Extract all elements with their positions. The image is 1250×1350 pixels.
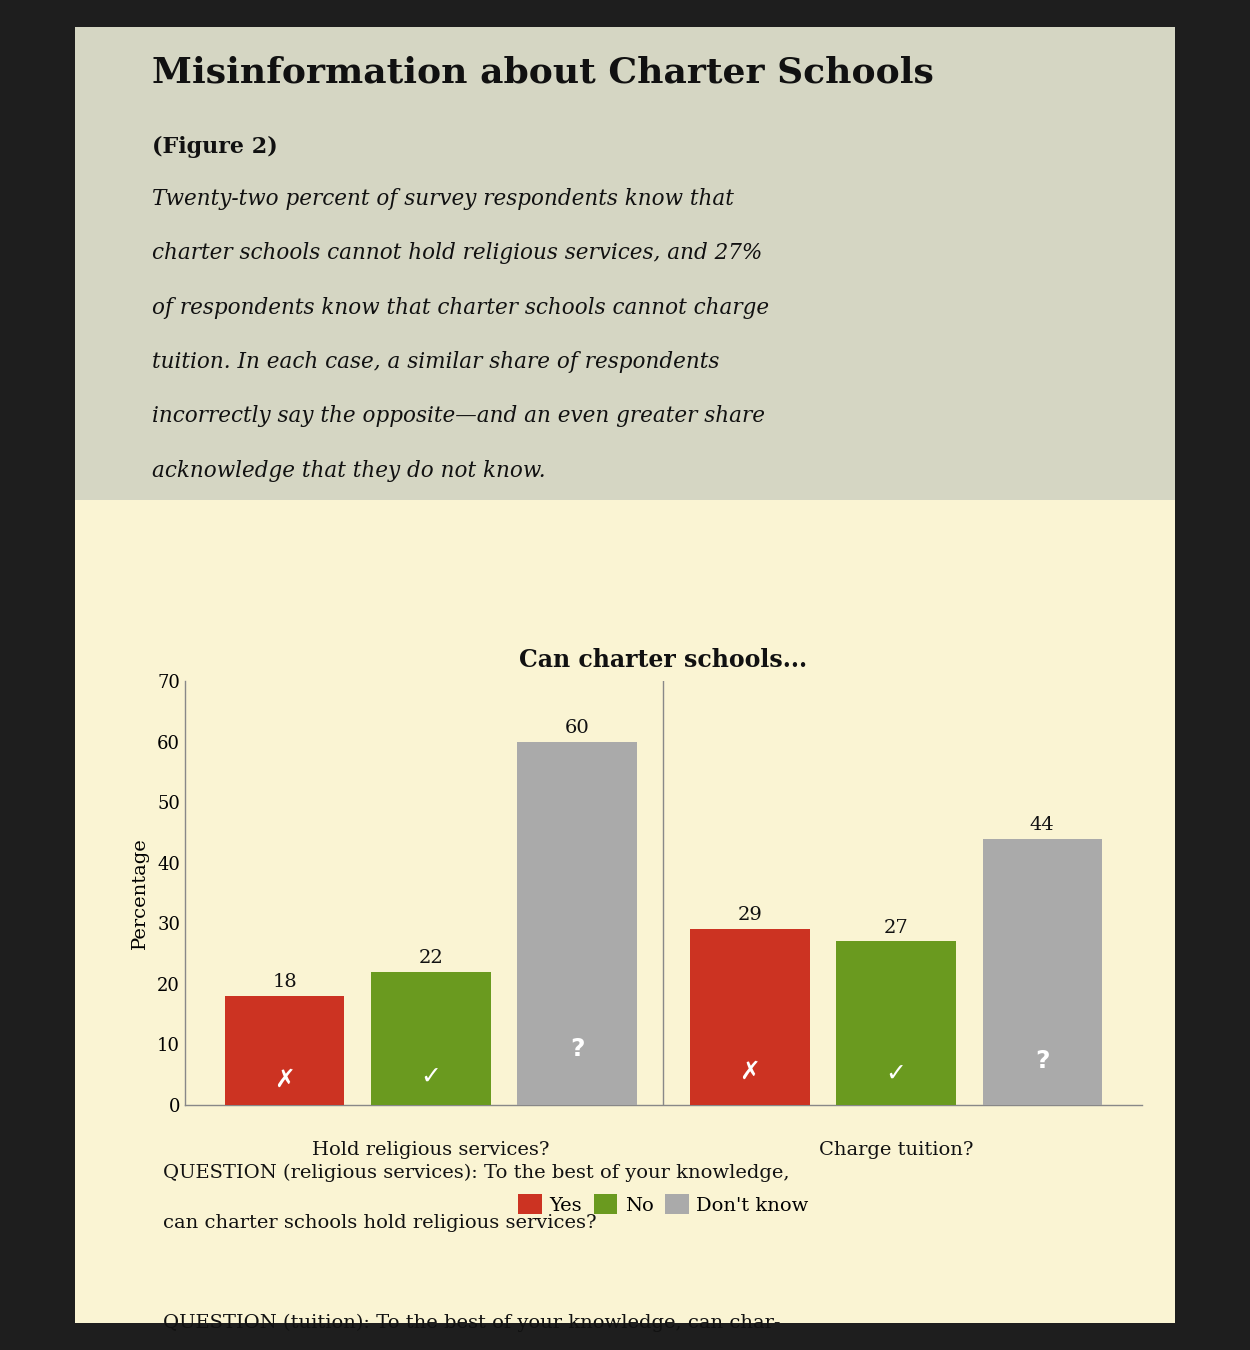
Text: Misinformation about Charter Schools: Misinformation about Charter Schools [152,55,934,89]
Text: ?: ? [1035,1049,1050,1073]
Text: Hold religious services?: Hold religious services? [312,1141,550,1160]
Text: 22: 22 [419,949,444,967]
FancyBboxPatch shape [75,500,1175,1323]
Text: 27: 27 [884,918,909,937]
Text: QUESTION (religious services): To the best of your knowledge,: QUESTION (religious services): To the be… [162,1164,790,1181]
Text: 44: 44 [1030,815,1055,834]
Text: Twenty-two percent of survey respondents know that: Twenty-two percent of survey respondents… [152,188,734,209]
Text: ✓: ✓ [420,1065,441,1089]
Bar [371,972,491,1104]
Text: acknowledge that they do not know.: acknowledge that they do not know. [152,460,545,482]
Bar [518,741,638,1104]
Text: Charge tuition?: Charge tuition? [819,1141,974,1160]
Text: 60: 60 [565,718,590,737]
Text: 29: 29 [738,906,762,925]
Bar [836,941,956,1104]
Text: 18: 18 [272,973,298,991]
Bar [690,929,810,1104]
Text: QUESTION (tuition): To the best of your knowledge, can char-: QUESTION (tuition): To the best of your … [162,1314,780,1332]
Y-axis label: Percentage: Percentage [131,837,149,949]
Bar [982,838,1102,1104]
Bar [225,996,345,1104]
Text: can charter schools hold religious services?: can charter schools hold religious servi… [162,1215,596,1233]
Legend: Yes, No, Don't know: Yes, No, Don't know [510,1187,816,1222]
Text: incorrectly say the opposite—and an even greater share: incorrectly say the opposite—and an even… [152,405,765,428]
Text: tuition. In each case, a similar share of respondents: tuition. In each case, a similar share o… [152,351,720,373]
Text: ✗: ✗ [274,1068,295,1092]
Text: ?: ? [570,1037,584,1061]
FancyBboxPatch shape [75,27,1175,499]
Title: Can charter schools...: Can charter schools... [520,648,808,672]
Text: of respondents know that charter schools cannot charge: of respondents know that charter schools… [152,297,769,319]
Text: ✗: ✗ [740,1060,760,1084]
Text: (Figure 2): (Figure 2) [152,136,278,158]
Text: charter schools cannot hold religious services, and 27%: charter schools cannot hold religious se… [152,242,762,265]
Text: ✓: ✓ [885,1061,906,1085]
